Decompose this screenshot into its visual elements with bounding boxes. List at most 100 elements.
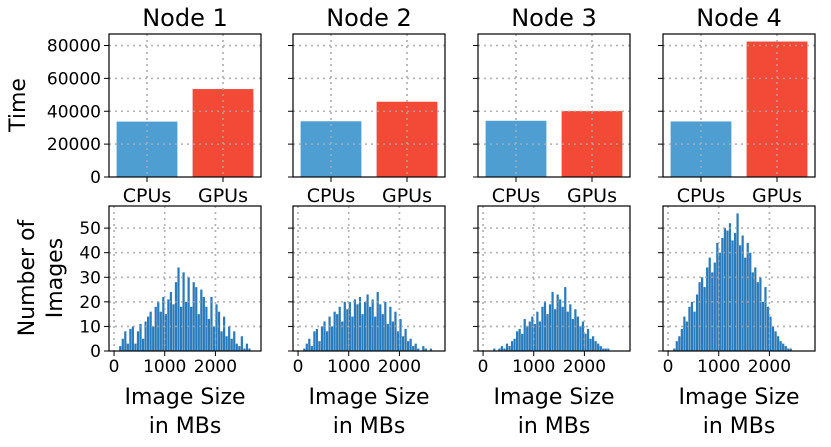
histogram-bar xyxy=(409,338,412,351)
histogram-bar xyxy=(673,348,676,351)
histogram-bar xyxy=(248,348,251,351)
y-axis-label: Images xyxy=(43,238,68,318)
axes-frame xyxy=(292,205,446,352)
histogram-bar xyxy=(787,348,790,351)
y-tick-label: 0 xyxy=(90,168,101,188)
histogram-bar xyxy=(225,336,228,351)
histogram-bar xyxy=(736,213,739,351)
histogram-bar xyxy=(754,267,757,351)
x-tick-label: 2000 xyxy=(748,357,791,377)
histogram-bar xyxy=(144,321,147,351)
histogram-bar xyxy=(675,341,678,351)
histogram-bar xyxy=(548,304,552,351)
histogram-bar xyxy=(579,326,582,351)
category-label: CPUs xyxy=(123,185,172,207)
histogram-bar xyxy=(718,252,721,351)
histogram-bar xyxy=(706,267,709,351)
x-axis-label: Image Size xyxy=(308,385,429,410)
histogram-bar xyxy=(386,323,389,351)
histogram-bar xyxy=(531,316,534,351)
category-label: CPUs xyxy=(677,185,726,207)
histogram-bar xyxy=(510,341,514,351)
histogram-bar xyxy=(353,299,357,351)
y-axis-label: Time xyxy=(6,78,31,133)
histogram-bar xyxy=(149,311,152,351)
histogram-bar xyxy=(366,294,369,351)
histogram-bar xyxy=(508,346,511,351)
gpu-time-bar xyxy=(192,89,254,177)
y-tick-label: 10 xyxy=(79,317,101,337)
histogram-bar xyxy=(412,346,415,351)
histogram-bar xyxy=(328,316,331,351)
histogram-bar xyxy=(325,331,329,351)
histogram-bar xyxy=(401,336,405,351)
x-axis-label: in MBs xyxy=(333,414,406,439)
histogram-bar xyxy=(131,326,135,351)
histogram-bar xyxy=(338,306,341,351)
histogram-bar xyxy=(320,326,324,351)
histogram-bar xyxy=(602,348,605,351)
histogram-bar xyxy=(336,314,339,351)
y-tick-label: 30 xyxy=(79,268,101,288)
histogram-bar xyxy=(407,341,410,351)
histogram-bar xyxy=(313,331,316,351)
histogram-bar xyxy=(739,245,742,351)
histogram-bar xyxy=(589,338,592,351)
x-tick-label: 1000 xyxy=(327,357,370,377)
histogram-bar xyxy=(685,321,689,351)
histogram-bar xyxy=(187,277,190,351)
histogram-bar xyxy=(169,292,173,351)
histogram-bar xyxy=(713,262,716,351)
histogram-bar xyxy=(708,257,711,351)
histogram-bar xyxy=(749,252,752,351)
category-label: GPUs xyxy=(752,185,802,207)
histogram-bar xyxy=(777,336,780,351)
x-axis-label: in MBs xyxy=(149,414,222,439)
histogram-bar xyxy=(233,331,236,351)
histogram-bar xyxy=(217,311,221,351)
histogram-bar xyxy=(429,348,433,351)
histogram-bar xyxy=(126,343,129,351)
histogram-bar xyxy=(162,296,165,351)
histogram-bar xyxy=(721,237,724,351)
gpu-time-bar xyxy=(746,41,808,178)
histogram-bar xyxy=(769,316,772,351)
histogram-bar xyxy=(371,299,374,351)
histogram-bar xyxy=(195,287,198,351)
histogram-bar xyxy=(571,319,574,351)
axes-frame xyxy=(477,33,631,178)
histogram-bar xyxy=(521,333,524,351)
axes-frame xyxy=(662,33,816,178)
histogram-bar xyxy=(159,311,162,351)
histogram-bar xyxy=(771,326,775,351)
histogram-bar xyxy=(741,235,744,351)
histogram-bar xyxy=(228,326,231,351)
histogram-bar xyxy=(784,346,787,351)
histogram-bar xyxy=(569,304,572,351)
histogram-bar xyxy=(308,338,311,351)
histogram-bar xyxy=(205,306,208,351)
histogram-bar xyxy=(723,228,727,351)
histogram-bar xyxy=(376,292,379,351)
histogram-bar xyxy=(179,306,183,351)
histogram-bar xyxy=(526,326,529,351)
y-tick-label: 40 xyxy=(79,244,101,264)
histogram-bar xyxy=(245,343,249,351)
histogram-bar xyxy=(230,338,233,351)
y-tick-label: 0 xyxy=(90,342,101,362)
histogram-bar xyxy=(597,343,600,351)
axes-frame xyxy=(292,33,446,178)
histogram-bar xyxy=(303,348,306,351)
histogram-bar xyxy=(361,314,364,351)
histogram-bar xyxy=(586,328,590,351)
histogram-bar xyxy=(594,341,597,351)
histogram-bar xyxy=(358,296,362,351)
histogram-bar xyxy=(369,306,372,351)
histogram-bar xyxy=(566,311,569,351)
histogram-bar xyxy=(323,321,326,351)
category-label: GPUs xyxy=(382,185,432,207)
histogram-bar xyxy=(399,319,402,351)
histogram-bar xyxy=(417,348,420,351)
histogram-bar xyxy=(744,257,747,351)
histogram-bar xyxy=(331,326,334,351)
